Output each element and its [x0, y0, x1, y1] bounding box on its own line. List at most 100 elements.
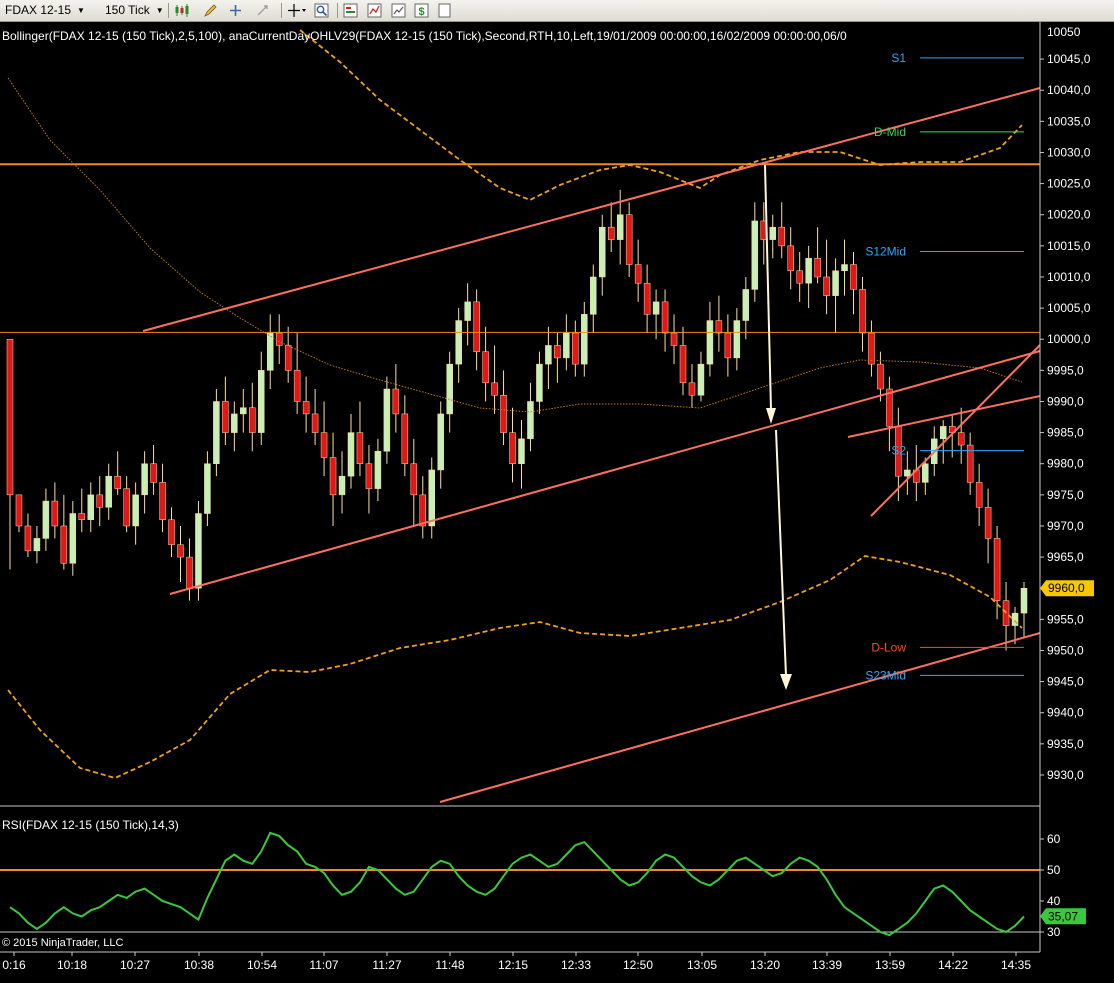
candle: [311, 389, 319, 446]
chart-axes: 10045,0 10040,0 10035,0 10030,0 10025,0 10020…: [0, 22, 1094, 972]
strategies-icon[interactable]: [366, 2, 383, 19]
candle: [706, 301, 714, 377]
candlestick-series: [6, 189, 1028, 651]
y-tick-label: 9940,0: [1047, 706, 1084, 720]
chevron-down-icon: ▼: [77, 6, 85, 15]
candle: [679, 326, 687, 396]
candle: [518, 420, 525, 489]
arrow-head-icon: [766, 408, 776, 424]
x-tick-label: 12:15: [498, 958, 528, 972]
rsi-last-marker: [1040, 908, 1086, 925]
candle: [688, 364, 696, 408]
candle: [984, 488, 992, 564]
x-tick-label: 13:59: [875, 958, 905, 972]
y-tick-label: 10005,0: [1047, 301, 1091, 315]
candle: [652, 289, 660, 340]
level-label: S23Mid: [865, 668, 906, 682]
rsi-line: [9, 831, 1025, 937]
candle: [105, 463, 112, 520]
y-tick-label: 10030,0: [1047, 145, 1091, 159]
x-tick-label: 10:18: [57, 958, 87, 972]
level-label: S1: [891, 51, 906, 65]
candle: [51, 482, 59, 539]
chart-overlays: S1 D-Mid S12Mid S2 D-Low S23Mid: [0, 29, 1041, 937]
candle: [258, 351, 265, 446]
y-tick-label: 9935,0: [1047, 737, 1084, 751]
arrow-head-icon: [780, 674, 792, 690]
candle: [33, 525, 41, 564]
rsi-tick-label: 40: [1047, 894, 1061, 908]
dollar-icon[interactable]: $: [413, 2, 430, 19]
x-tick-label: 12:33: [561, 958, 591, 972]
candle: [338, 451, 346, 514]
bollinger-lower-band: [7, 555, 1023, 779]
candle: [598, 214, 606, 296]
level-label: S2: [891, 444, 906, 458]
candle: [141, 451, 148, 514]
drawing-pencil-icon[interactable]: [202, 2, 219, 19]
svg-text:$: $: [418, 6, 424, 18]
level-label: S12Mid: [865, 244, 906, 258]
candle: [374, 438, 382, 502]
toolbar-divider: [168, 3, 169, 18]
copyright-text: © 2015 NinjaTrader, LLC: [2, 937, 123, 949]
y-tick-label: 10040,0: [1047, 83, 1091, 97]
candle: [581, 301, 588, 377]
y-tick-label: 10025,0: [1047, 177, 1091, 191]
crosshair-minus-icon[interactable]: [254, 2, 271, 19]
y-tick-label: 9975,0: [1047, 488, 1084, 502]
candle: [500, 370, 507, 446]
candle: [509, 407, 516, 483]
candle: [625, 202, 633, 277]
wedge-upper-line: [847, 395, 1041, 438]
trend-channel-middle: [169, 350, 1041, 595]
last-price-marker: [1040, 580, 1094, 597]
y-tick-label: 10045,0: [1047, 52, 1091, 66]
x-tick-label: 12:50: [623, 958, 653, 972]
bar-type-icon[interactable]: [173, 2, 195, 19]
candle: [1011, 606, 1019, 645]
candle: [132, 482, 139, 545]
candle: [733, 308, 741, 371]
candle: [356, 401, 364, 477]
crosshair-plus-icon[interactable]: [227, 2, 244, 19]
chart-background: [0, 22, 1114, 983]
candle: [904, 451, 911, 495]
y-tick-label: 10020,0: [1047, 208, 1091, 222]
trend-channel-upper: [142, 87, 1041, 332]
arrow-line: [764, 164, 772, 411]
zoom-magnifier-icon[interactable]: [313, 2, 330, 19]
candle: [751, 202, 759, 302]
y-tick-label: 10035,0: [1047, 114, 1091, 128]
candle: [159, 463, 166, 533]
candle: [302, 376, 310, 433]
interval-selector[interactable]: 150 Tick ▼: [102, 1, 166, 20]
y-tick-label: 10010,0: [1047, 270, 1091, 284]
trend-channel-lower: [439, 632, 1041, 803]
candle: [643, 264, 651, 333]
y-tick-label: 9955,0: [1047, 612, 1084, 626]
y-tick-label: 9965,0: [1047, 550, 1084, 564]
candle: [527, 382, 534, 452]
indicator-label: Bollinger(FDAX 12-15 (150 Tick),2,5,100)…: [2, 29, 847, 43]
price-chart[interactable]: S1 D-Mid S12Mid S2 D-Low S23Mid 10045,0 10040,…: [0, 22, 1114, 983]
chart-properties-icon[interactable]: [390, 2, 407, 19]
candle: [859, 276, 866, 352]
page-icon[interactable]: [436, 2, 453, 19]
candle: [957, 407, 965, 464]
x-tick-label: 13:05: [687, 958, 717, 972]
x-tick-label: 10:27: [120, 958, 150, 972]
toolbar-divider: [281, 3, 282, 18]
rsi-label: RSI(FDAX 12-15 (150 Tick),14,3): [2, 818, 179, 832]
instrument-selector[interactable]: FDAX 12-15 ▼: [2, 1, 100, 20]
candle: [249, 382, 256, 452]
move-cursor-icon[interactable]: [286, 2, 308, 19]
candle: [1002, 582, 1010, 651]
x-tick-label: 11:48: [435, 958, 464, 972]
y-tick-label: 10000,0: [1047, 332, 1091, 346]
candle: [6, 338, 14, 570]
candle: [96, 476, 103, 526]
candle: [69, 501, 77, 576]
indicators-icon[interactable]: [342, 2, 359, 19]
wedge-rising-line: [870, 344, 1041, 517]
